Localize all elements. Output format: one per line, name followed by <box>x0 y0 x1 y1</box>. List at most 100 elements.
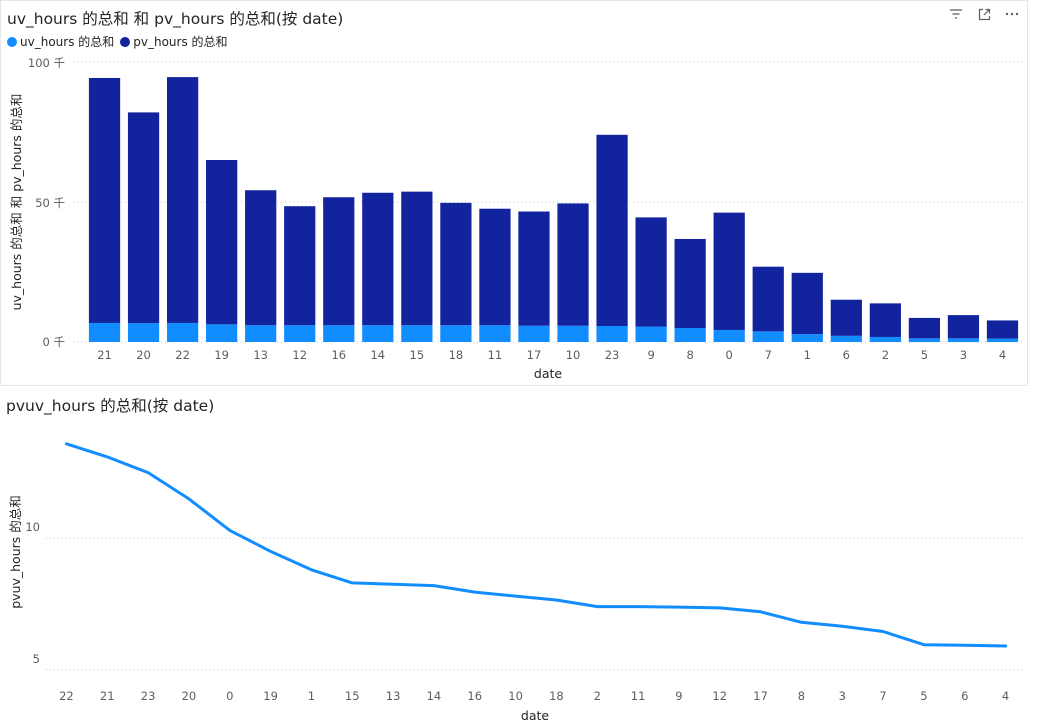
bar-segment-uv <box>557 325 589 342</box>
stacked-column-chart-visual[interactable]: uv_hours 的总和 和 pv_hours 的总和(按 date) uv_h… <box>0 0 1028 386</box>
y-axis-title: uv_hours 的总和 和 pv_hours 的总和 <box>9 94 24 311</box>
bar-segment-uv <box>88 322 121 342</box>
x-tick-label: 12 <box>712 689 727 703</box>
x-tick-label: 17 <box>753 689 768 703</box>
bar-segment-pv <box>713 212 745 330</box>
line-chart-plot: pvuv_hours 的总和 date 5 10 22 21 23 20 0 19 1 15 1… <box>8 442 1026 723</box>
bar-segment-uv <box>127 323 160 342</box>
x-tick-label: 23 <box>605 348 620 362</box>
legend-item-uv[interactable]: uv_hours 的总和 <box>7 33 114 50</box>
x-tick-label: 23 <box>141 689 156 703</box>
x-tick-label: 21 <box>97 348 112 362</box>
more-options-icon[interactable] <box>1003 5 1021 23</box>
bar-segment-uv <box>752 331 784 342</box>
bar-segment-pv <box>323 197 355 326</box>
data-point <box>841 625 844 628</box>
x-tick-label: 22 <box>175 348 190 362</box>
x-tick-label: 0 <box>226 689 233 703</box>
bar-segment-uv <box>166 322 199 342</box>
x-tick-label: 16 <box>331 348 346 362</box>
bar-segment-uv <box>401 325 433 342</box>
data-point <box>1004 644 1007 648</box>
x-tick-label: 19 <box>214 348 229 362</box>
x-tick-label: 18 <box>549 689 564 703</box>
x-tick-label: 5 <box>921 348 928 362</box>
data-point <box>636 605 640 608</box>
x-tick-label: 17 <box>527 348 542 362</box>
y-tick-label: 5 <box>33 652 40 666</box>
data-point <box>596 605 599 608</box>
x-tick-label: 8 <box>686 348 693 362</box>
data-point <box>228 529 231 532</box>
data-point <box>555 598 558 602</box>
bar-segment-uv <box>791 334 823 342</box>
x-tick-label: 19 <box>263 689 278 703</box>
x-tick-label: 10 <box>508 689 523 703</box>
x-tick-label: 1 <box>308 689 315 703</box>
bar-segment-pv <box>947 315 980 339</box>
bar-segment-uv <box>908 338 941 342</box>
data-point <box>881 630 885 633</box>
x-tick-label: 4 <box>999 348 1006 362</box>
y-axis-title: pvuv_hours 的总和 <box>8 495 23 609</box>
x-tick-label: 2 <box>882 348 889 362</box>
bar-segment-uv <box>674 328 706 342</box>
x-axis-title: date <box>534 366 562 381</box>
legend-marker-uv <box>7 36 17 47</box>
x-tick-label: 11 <box>488 348 503 362</box>
bar-segment-pv <box>245 190 277 326</box>
data-point <box>963 643 966 647</box>
bar-segment-pv <box>401 191 433 326</box>
bar-segment-pv <box>908 317 941 339</box>
data-point <box>922 643 926 646</box>
bar-segment-pv <box>518 211 550 326</box>
filter-icon[interactable] <box>947 5 965 23</box>
chart-title: pvuv_hours 的总和(按 date) <box>6 397 215 415</box>
y-tick-label: 100 千 <box>28 56 65 70</box>
bar-segment-pv <box>791 272 823 335</box>
x-tick-label: 20 <box>182 689 197 703</box>
x-axis-title: date <box>521 708 549 723</box>
bar-segment-uv <box>323 325 355 342</box>
bar-segment-uv <box>518 325 550 342</box>
bar-chart-plot: uv_hours 的总和 和 pv_hours 的总和 date 0 千 50 … <box>9 56 1022 381</box>
legend-label-pv: pv_hours 的总和 <box>133 35 228 49</box>
data-point <box>187 497 191 501</box>
bar-segment-pv <box>362 192 394 326</box>
bar-segment-pv <box>166 77 199 323</box>
bar-segment-uv <box>830 335 862 342</box>
bar-segment-pv <box>127 112 160 324</box>
legend-item-pv[interactable]: pv_hours 的总和 <box>120 33 228 50</box>
bar-segment-pv <box>206 160 238 325</box>
x-tick-label: 12 <box>292 348 307 362</box>
x-tick-label: 6 <box>961 689 968 703</box>
bar-segment-pv <box>869 303 901 337</box>
line-chart-visual[interactable]: pvuv_hours 的总和(按 date) pvuv_hours 的总和 da… <box>0 388 1042 724</box>
x-tick-label: 15 <box>345 689 360 703</box>
x-tick-label: 8 <box>798 689 805 703</box>
bar-segment-pv <box>88 77 121 323</box>
x-tick-label: 9 <box>675 689 682 703</box>
data-point <box>310 568 313 572</box>
bar-segment-pv <box>557 203 589 326</box>
chart-title: uv_hours 的总和 和 pv_hours 的总和(按 date) <box>7 10 344 28</box>
x-tick-label: 15 <box>410 348 425 362</box>
data-point <box>473 590 476 594</box>
data-point <box>432 584 436 587</box>
bar-segment-uv <box>947 338 980 342</box>
data-point <box>65 442 68 445</box>
data-point <box>106 455 109 459</box>
x-tick-label: 13 <box>386 689 401 703</box>
x-tick-label: 21 <box>100 689 115 703</box>
bar-segment-uv <box>596 326 628 342</box>
x-tick-label: 13 <box>253 348 268 362</box>
bar-segment-uv <box>635 326 667 342</box>
series-line <box>64 442 1008 648</box>
chart-legend: uv_hours 的总和 pv_hours 的总和 <box>7 33 234 50</box>
bar-segment-uv <box>206 324 238 342</box>
x-tick-label: 0 <box>726 348 733 362</box>
focus-mode-icon[interactable] <box>975 5 993 23</box>
x-tick-label: 2 <box>594 689 601 703</box>
bar-segment-uv <box>869 336 901 342</box>
visual-header-toolbar <box>947 5 1021 23</box>
